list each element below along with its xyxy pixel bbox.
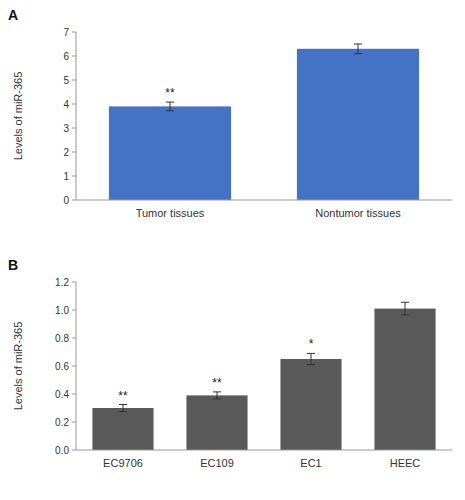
tick-label: 1.0 (55, 305, 69, 316)
bar (297, 49, 419, 200)
error-cap (213, 391, 221, 392)
tick-label: 0.4 (55, 389, 69, 400)
bar (374, 309, 435, 450)
x-axis (76, 200, 452, 201)
panel: 0 1 2 3 4 5 6 7 ** Tumor tissues Nontumor tissues L… (8, 7, 452, 219)
error-bar (213, 392, 221, 399)
annotation: * (309, 337, 314, 351)
y-axis (76, 32, 77, 200)
bar (280, 359, 341, 450)
error-line (358, 44, 359, 54)
bar (92, 408, 153, 450)
tick-label: 0.6 (55, 361, 69, 372)
tick-mark (72, 32, 76, 33)
error-line (217, 392, 218, 399)
category-label: EC9706 (103, 457, 143, 469)
tick-label: 5 (63, 75, 69, 86)
error-line (405, 302, 406, 315)
tick-label: 6 (63, 51, 69, 62)
category-label: Tumor tissues (136, 207, 205, 219)
tick-label: 0.8 (55, 333, 69, 344)
y-axis-label: Levels of miR-365 (12, 322, 24, 411)
tick-label: 0 (63, 195, 69, 206)
annotation: ** (118, 389, 128, 403)
tick-mark (72, 394, 76, 395)
error-bar (307, 353, 315, 364)
tick-mark (72, 176, 76, 177)
marks (109, 44, 419, 200)
error-bar (166, 102, 174, 111)
tick-mark (72, 282, 76, 283)
bar (186, 395, 247, 450)
category-label: Nontumor tissues (315, 207, 401, 219)
error-bar (401, 302, 409, 315)
error-cap (307, 353, 315, 354)
tick-mark (72, 200, 76, 201)
tick-label: 1.2 (55, 277, 69, 288)
tick-label: 2 (63, 147, 69, 158)
error-cap (119, 404, 127, 405)
y-axis-label: Levels of miR-365 (12, 72, 24, 161)
error-line (311, 353, 312, 364)
error-cap (307, 364, 315, 365)
chart: 0 1 2 3 4 5 6 7 ** Tumor tissues Nontumor tissues L… (0, 0, 465, 500)
error-bar (354, 44, 362, 54)
error-bar (119, 405, 127, 412)
category-label: EC109 (200, 457, 234, 469)
error-line (170, 102, 171, 111)
tick-label: 3 (63, 123, 69, 134)
marks (92, 302, 435, 450)
tick-label: 0.0 (55, 445, 69, 456)
error-cap (354, 53, 362, 54)
tick-mark (72, 422, 76, 423)
tick-mark (72, 152, 76, 153)
tick-mark (72, 56, 76, 57)
error-cap (354, 44, 362, 45)
tick-mark (72, 104, 76, 105)
y-axis (76, 282, 77, 450)
annotation: ** (212, 376, 222, 390)
tick-mark (72, 310, 76, 311)
tick-label: 4 (63, 99, 69, 110)
tick-label: 0.2 (55, 417, 69, 428)
error-cap (166, 110, 174, 111)
error-cap (213, 398, 221, 399)
category-label: HEEC (390, 457, 421, 469)
error-cap (401, 302, 409, 303)
bar (109, 106, 231, 200)
tick-mark (72, 450, 76, 451)
tick-mark (72, 80, 76, 81)
category-label: EC1 (300, 457, 321, 469)
tick-mark (72, 338, 76, 339)
error-cap (166, 102, 174, 103)
error-line (123, 405, 124, 412)
panel-title: A (8, 7, 18, 23)
x-axis (76, 450, 452, 451)
annotation: ** (165, 86, 175, 100)
tick-mark (72, 366, 76, 367)
panel: 0.00.20.40.60.81.01.2*****EC9706EC109EC1… (8, 257, 452, 469)
panel-title: B (8, 257, 18, 273)
tick-mark (72, 128, 76, 129)
error-cap (119, 411, 127, 412)
error-cap (401, 314, 409, 315)
tick-label: 7 (63, 27, 69, 38)
tick-label: 1 (63, 171, 69, 182)
